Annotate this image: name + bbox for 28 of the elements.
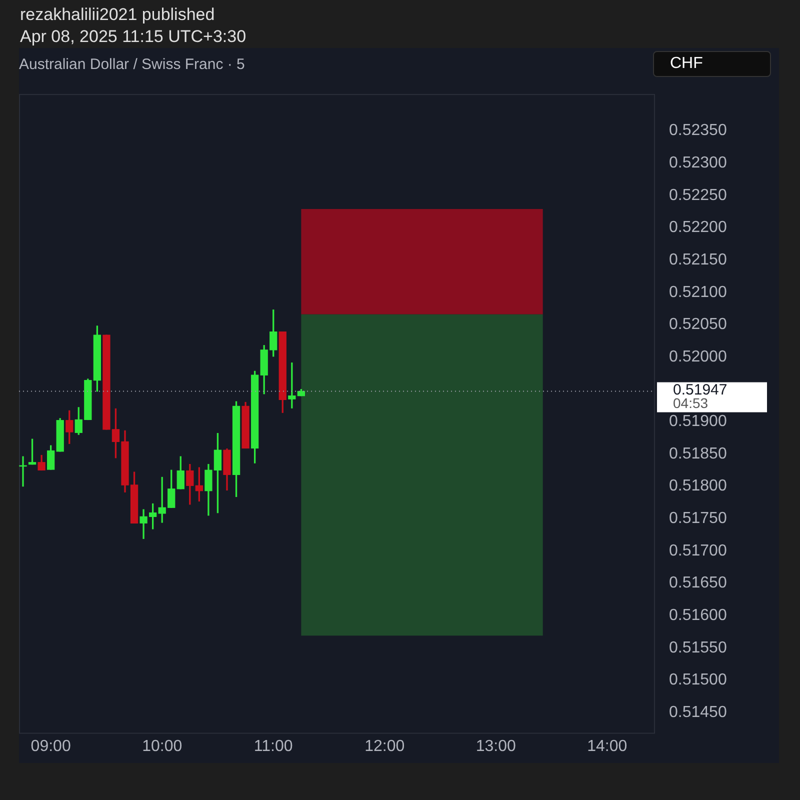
y-tick-label: 0.51750 — [669, 510, 727, 527]
y-tick-label: 0.52150 — [669, 251, 727, 268]
y-tick-label: 0.52100 — [669, 284, 727, 301]
text: Apr 08, 2025 11:15 UTC+3:30 — [20, 26, 246, 48]
y-tick-label: 0.51900 — [669, 413, 727, 430]
x-tick-label: 14:00 — [587, 738, 628, 755]
y-tick-label: 0.52050 — [669, 316, 727, 334]
text: rezakhalilii2021 published — [20, 4, 216, 26]
x-tick-label: 12:00 — [364, 738, 405, 755]
x-tick-label: 13:00 — [476, 738, 516, 755]
y-tick-label: 0.52300 — [669, 154, 727, 172]
y-tick-label: 0.52350 — [669, 122, 727, 140]
x-tick-label: 10:00 — [142, 738, 182, 755]
x-tick-label: 11:00 — [254, 738, 293, 755]
y-tick-label: 0.52000 — [669, 348, 727, 366]
chart-title: Australian Dollar / Swiss Franc · 5 — [19, 56, 245, 74]
y-tick-label: 0.51500 — [669, 672, 727, 689]
y-tick-label: 0.51450 — [669, 704, 727, 721]
text: CHF — [653, 51, 771, 77]
y-tick-label: 0.52250 — [669, 186, 727, 204]
y-tick-label: 0.51800 — [669, 478, 727, 495]
y-tick-label: 0.51650 — [669, 574, 727, 592]
y-tick-label: 0.51600 — [669, 606, 727, 624]
y-tick-label: 0.51550 — [669, 639, 727, 656]
y-tick-label: 0.51700 — [669, 542, 727, 560]
y-tick-label: 0.52200 — [669, 219, 727, 236]
y-tick-label: 0.51850 — [669, 445, 727, 462]
x-tick-label: 09:00 — [30, 738, 71, 755]
